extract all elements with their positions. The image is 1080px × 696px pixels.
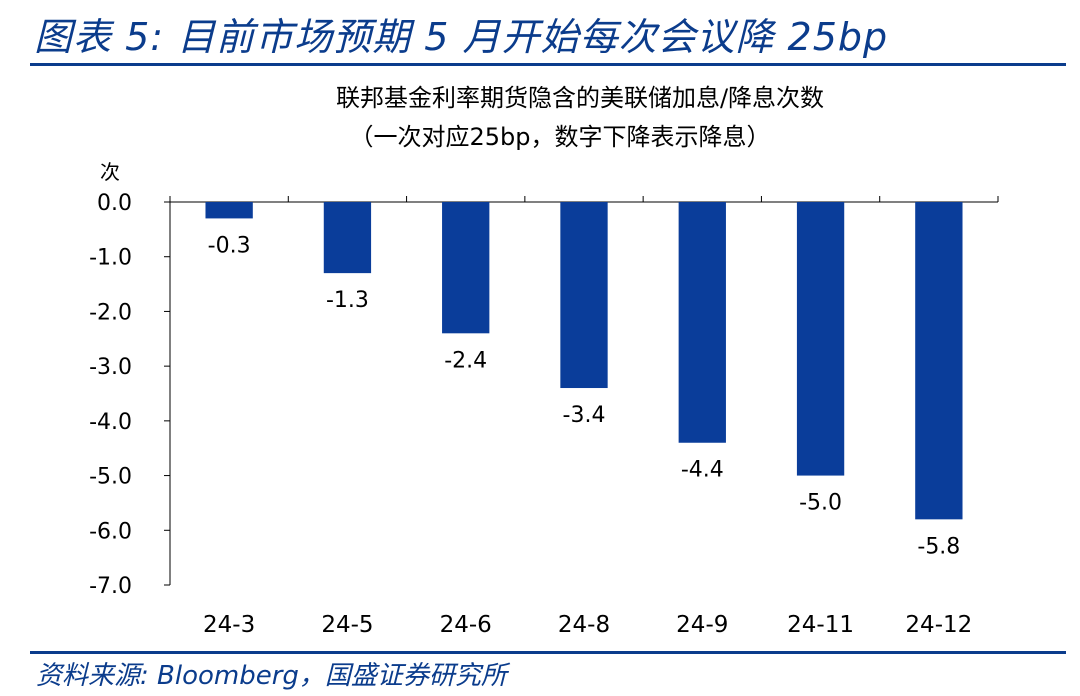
- data-label: -4.4: [681, 458, 724, 483]
- source-note: 资料来源: Bloomberg，国盛证券研究所: [36, 661, 507, 691]
- source-divider: [30, 651, 1066, 654]
- x-tick-label: 24-12: [905, 612, 972, 638]
- data-label: -3.4: [563, 403, 606, 428]
- x-tick-label: 24-5: [321, 612, 373, 638]
- x-tick-label: 24-9: [676, 612, 728, 638]
- y-tick-label: -5.0: [89, 465, 132, 490]
- labels-group: -0.3 24-3 -1.3 24-5 -2.4 24-6 -3.4 24-8 -4.4 24-9…: [203, 233, 972, 638]
- chart-subtitle: （一次对应25bp，数字下降表示降息）: [349, 123, 770, 151]
- data-label: -0.3: [208, 233, 251, 258]
- bar: [205, 202, 253, 219]
- y-tick-label: -7.0: [89, 574, 132, 599]
- bar: [678, 202, 726, 443]
- y-tick-label: -1.0: [89, 246, 132, 271]
- axes: 0.0 -1.0 -2.0 -3.0 -4.0 -5.0 -6.0 -7.0: [89, 191, 999, 599]
- bars-group: [205, 202, 963, 520]
- bar: [323, 202, 372, 274]
- data-label: -2.4: [444, 348, 487, 373]
- y-axis-label: 次: [100, 160, 120, 184]
- bar: [915, 202, 963, 520]
- data-label: -1.3: [326, 288, 369, 313]
- x-tick-label: 24-8: [558, 612, 610, 638]
- bar: [442, 202, 490, 334]
- title-divider: [30, 63, 1066, 66]
- bar: [796, 202, 845, 476]
- bar: [560, 202, 608, 389]
- x-tick-label: 24-6: [440, 612, 492, 638]
- chart-title: 联邦基金利率期货隐含的美联储加息/降息次数: [336, 84, 824, 112]
- x-tick-label: 24-11: [787, 612, 854, 638]
- data-label: -5.0: [799, 491, 842, 516]
- y-tick-label: -4.0: [89, 410, 132, 435]
- data-label: -5.8: [917, 534, 960, 559]
- figure-title: 图表 5: 目前市场预期 5 月开始每次会议降 25bp: [34, 15, 889, 59]
- y-tick-label: -2.0: [89, 300, 132, 325]
- y-tick-label: -6.0: [89, 519, 132, 544]
- y-tick-label: 0.0: [97, 191, 132, 216]
- x-tick-label: 24-3: [203, 612, 255, 638]
- y-tick-label: -3.0: [89, 355, 132, 380]
